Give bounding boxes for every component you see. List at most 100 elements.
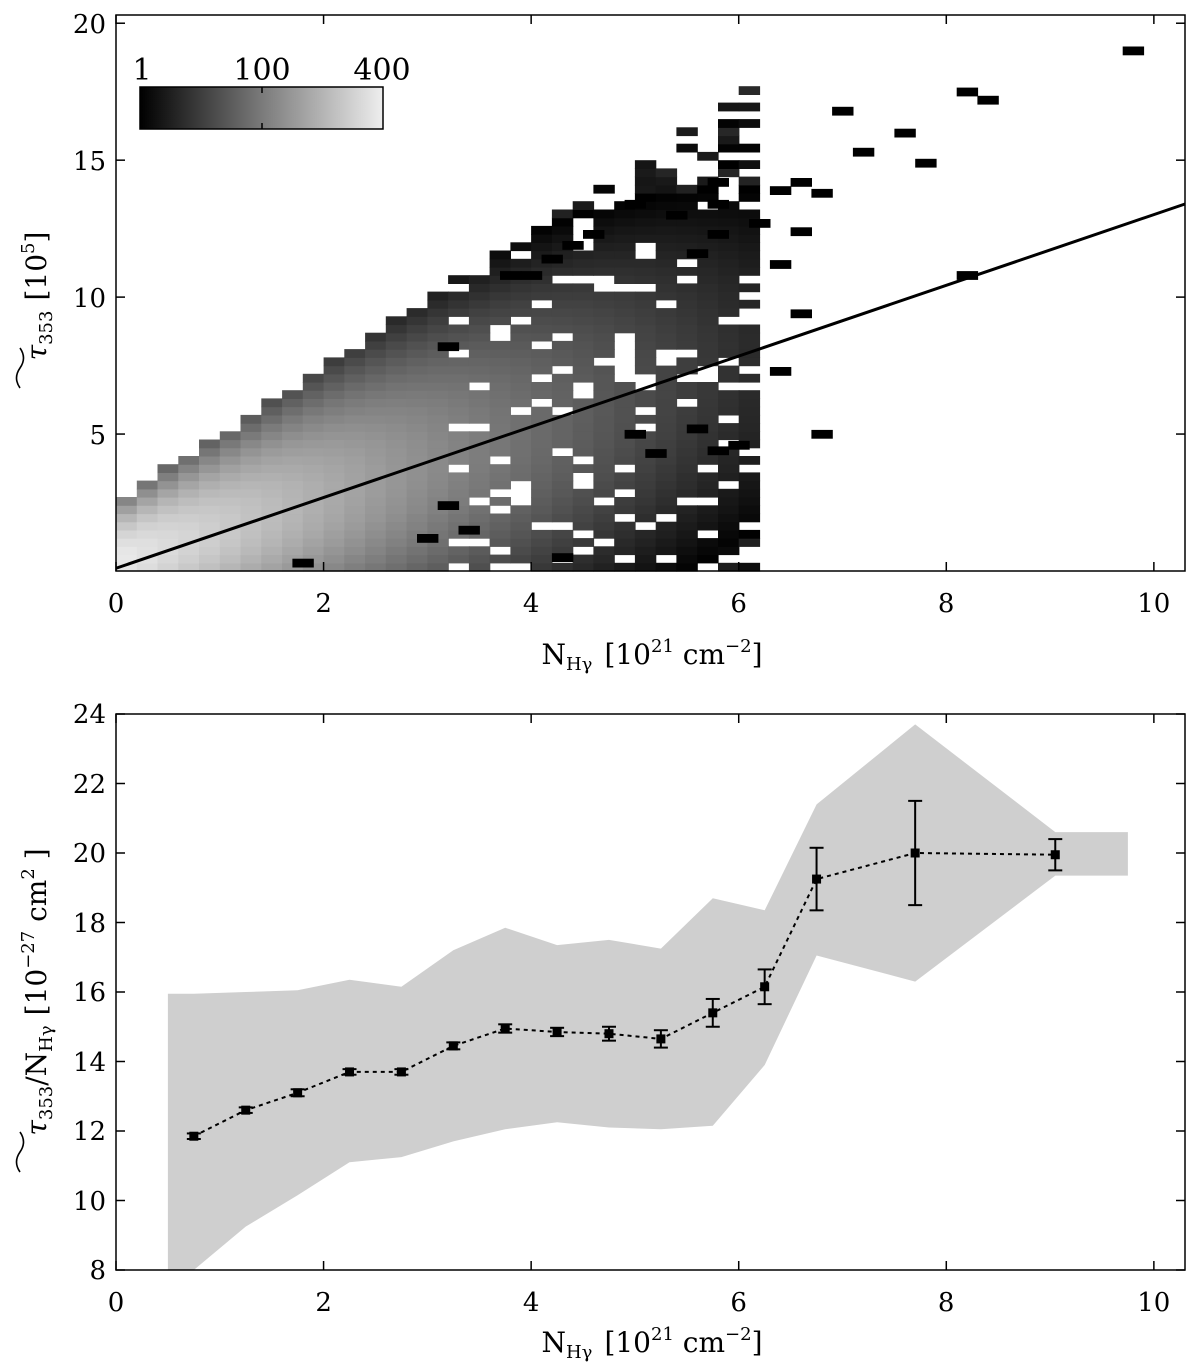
x-tick-label: 0: [108, 589, 125, 619]
histogram-cell: [261, 497, 283, 506]
histogram-cell: [385, 439, 408, 449]
histogram-cell: [551, 349, 574, 358]
histogram-cell: [531, 316, 553, 326]
histogram-cell: [655, 538, 678, 547]
histogram-cell: [614, 497, 636, 506]
histogram-cell: [676, 382, 698, 391]
histogram-cell: [261, 488, 283, 498]
histogram-cell: [282, 480, 304, 490]
histogram-cell: [427, 365, 449, 375]
histogram-cell: [136, 497, 159, 506]
histogram-cell: [593, 217, 615, 227]
histogram-cell: [531, 390, 553, 399]
histogram-cell: [448, 439, 470, 449]
histogram-cell: [634, 225, 657, 235]
histogram-cell: [655, 439, 678, 449]
histogram-cell: [655, 480, 678, 490]
histogram-cell: [199, 505, 221, 515]
histogram-cell: [551, 316, 574, 326]
histogram-cell: [624, 429, 646, 439]
histogram-cell: [489, 414, 511, 424]
histogram-cell: [468, 431, 491, 441]
ratio-points: [186, 799, 1063, 1141]
histogram-cell: [261, 398, 283, 408]
histogram-cell: [261, 464, 283, 473]
histogram-cell: [344, 373, 366, 383]
histogram-cell: [738, 414, 761, 424]
histogram-cell: [572, 267, 595, 276]
histogram-cell: [614, 447, 636, 457]
histogram-cell: [489, 513, 511, 523]
histogram-cell: [199, 513, 221, 523]
histogram-cell: [572, 365, 595, 375]
histogram-cell: [531, 423, 553, 432]
histogram-cell: [344, 357, 366, 367]
histogram-cell: [614, 316, 636, 326]
histogram-cell: [718, 513, 740, 523]
histogram-cell: [676, 225, 698, 235]
x-tick-label: 6: [730, 1288, 747, 1318]
histogram-cell: [634, 308, 657, 317]
histogram-cell: [614, 398, 636, 408]
x-tick-label: 6: [730, 589, 747, 619]
histogram-cell: [634, 168, 657, 178]
histogram-cell: [572, 349, 595, 358]
histogram-cell: [261, 529, 283, 539]
histogram-cell: [406, 488, 428, 498]
data-point: [448, 1041, 458, 1051]
histogram-cell: [697, 382, 719, 391]
histogram-cell: [458, 525, 480, 535]
histogram-cell: [551, 209, 574, 219]
histogram-cell: [738, 497, 761, 506]
histogram-cell: [738, 332, 761, 342]
histogram-cell: [718, 275, 740, 284]
histogram-cell: [676, 439, 698, 449]
histogram-cell: [738, 176, 761, 186]
histogram-cell: [738, 143, 761, 153]
histogram-cell: [261, 406, 283, 416]
histogram-cell: [718, 365, 740, 375]
histogram-cell: [738, 373, 761, 383]
histogram-cell: [323, 357, 345, 367]
histogram-cell: [427, 488, 449, 498]
histogram-cell: [738, 184, 761, 194]
histogram-cell: [116, 562, 138, 572]
histogram-cell: [655, 267, 678, 276]
histogram-cell: [634, 439, 657, 449]
histogram-cell: [302, 398, 325, 408]
histogram-cell: [385, 456, 408, 465]
y-tick-label: 20: [73, 10, 106, 40]
histogram-cell: [614, 480, 636, 490]
histogram-cell: [531, 332, 553, 342]
histogram-cell: [738, 324, 761, 334]
histogram-cell: [427, 472, 449, 482]
histogram-cell: [572, 201, 595, 210]
histogram-cell: [510, 349, 532, 358]
histogram-cell: [489, 472, 511, 482]
histogram-cell: [697, 439, 719, 449]
histogram-cell: [282, 456, 304, 465]
histogram-cell: [219, 464, 242, 473]
histogram-cell: [655, 365, 678, 375]
histogram-cell: [655, 316, 678, 326]
histogram-cell: [634, 456, 657, 465]
histogram-cell: [676, 513, 698, 523]
histogram-cell: [634, 529, 657, 539]
histogram-cell: [676, 143, 698, 153]
histogram-cell: [240, 472, 262, 482]
histogram-cell: [489, 464, 511, 473]
histogram-cell: [282, 529, 304, 539]
histogram-cell: [385, 332, 408, 342]
histogram-cell: [385, 464, 408, 473]
histogram-cell: [655, 546, 678, 556]
histogram-cell: [697, 480, 719, 490]
histogram-cell: [157, 488, 179, 498]
histogram-cell: [282, 546, 304, 556]
histogram-cell: [634, 472, 657, 482]
histogram-cell: [676, 431, 698, 441]
histogram-cell: [634, 488, 657, 498]
histogram-cell: [427, 554, 449, 564]
histogram-cell: [437, 342, 460, 352]
histogram-cell: [718, 538, 740, 547]
histogram-cell: [531, 234, 553, 243]
